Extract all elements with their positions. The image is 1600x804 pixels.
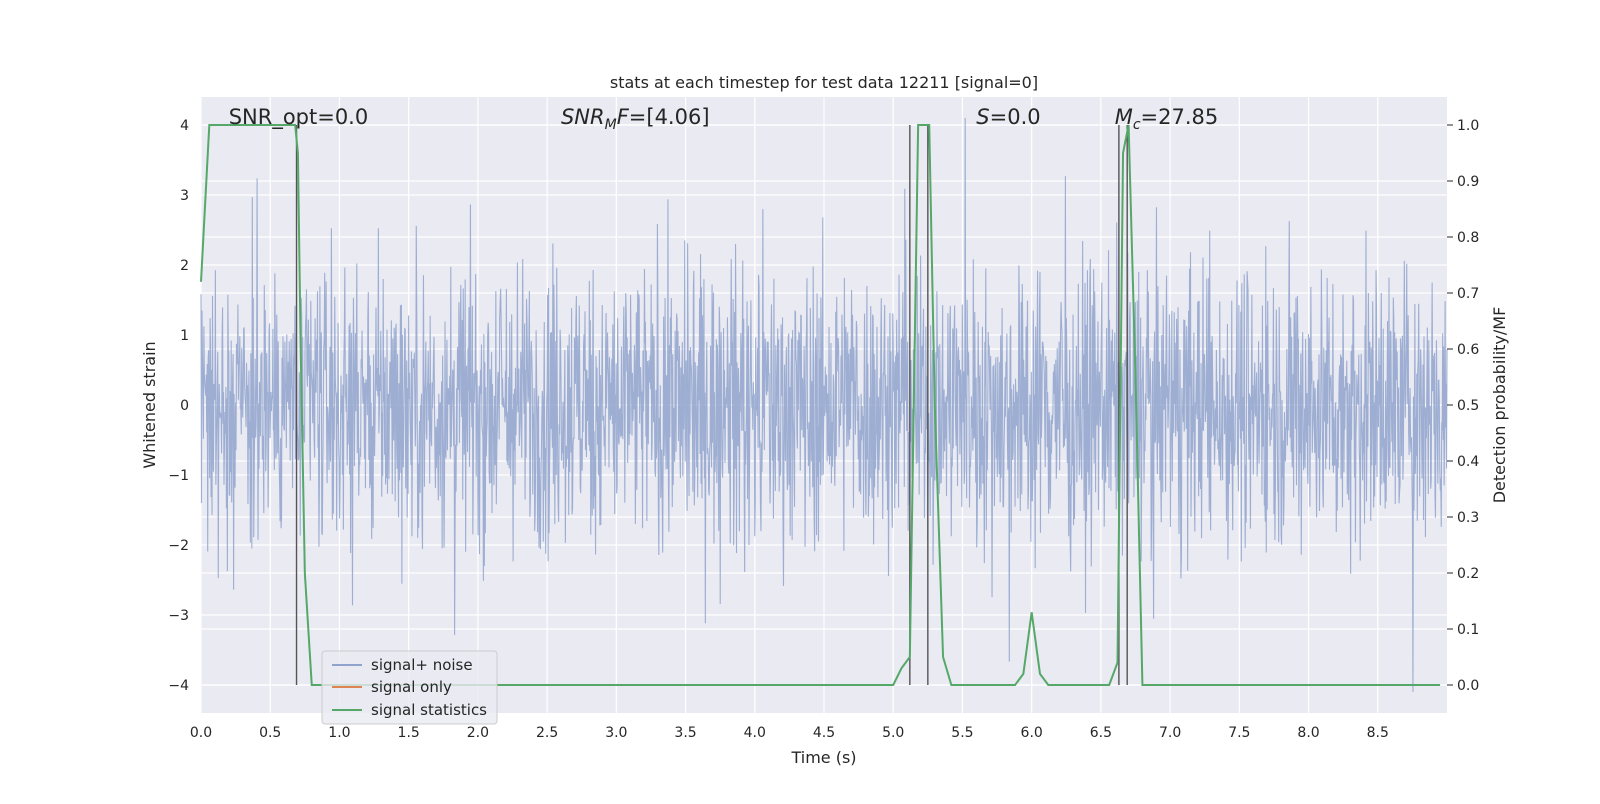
legend: signal+ noise signal only signal statist… — [321, 650, 498, 725]
x-axis-label: Time (s) — [790, 748, 856, 767]
x-tick-label: 7.5 — [1228, 725, 1250, 741]
signal-noise-series — [200, 117, 1448, 693]
y-axis-label-left: Whitened strain — [140, 341, 159, 468]
x-tick-label: 3.0 — [605, 725, 627, 741]
y-tick-label-left: 3 — [180, 188, 189, 204]
x-tick-label: 5.0 — [882, 725, 904, 741]
y-tick-label-left: 4 — [180, 118, 189, 134]
annotation-mc-sub: c — [1133, 117, 1141, 133]
x-tick-labels: 0.0 0.5 1.0 1.5 2.0 2.5 3.0 3.5 4.0 4.5 5.0 5.5 6.0 6… — [190, 725, 1389, 741]
y-tick-label-left: 1 — [180, 328, 189, 344]
y-tick-label-right: 0.4 — [1457, 454, 1479, 470]
y-tick-label-right: 0.9 — [1457, 174, 1479, 190]
x-tick-label: 6.0 — [1021, 725, 1043, 741]
legend-label-signal-statistics: signal statistics — [371, 701, 487, 719]
legend-label-signal-only: signal only — [371, 678, 452, 696]
y-tick-label-right: 1.0 — [1457, 118, 1479, 134]
signal-noise-line — [200, 117, 1448, 693]
x-tick-label: 1.5 — [398, 725, 420, 741]
legend-label-signal-noise: signal+ noise — [371, 656, 473, 674]
x-tick-label: 0.5 — [259, 725, 281, 741]
annotations: SNR_opt=0.0 SNRMF=[4.06] S=0.0 Mc=27.85 — [229, 105, 1219, 133]
annotation-s-value: =0.0 — [990, 105, 1041, 129]
chart-title: stats at each timestep for test data 122… — [610, 73, 1038, 92]
signal-statistics-line — [200, 124, 1441, 686]
x-tick-label: 8.0 — [1297, 725, 1319, 741]
y-tick-labels-right: 1.0 0.9 0.8 0.7 0.6 0.5 0.4 0.3 0.2 0.1 0.0 — [1447, 118, 1479, 694]
x-tick-label: 7.0 — [1159, 725, 1181, 741]
annotation-mc-symbol: M — [1115, 105, 1133, 129]
signal-statistics-series — [200, 124, 1441, 686]
y-tick-label-right: 0.0 — [1457, 678, 1479, 694]
y-tick-label-left: −4 — [168, 678, 189, 694]
x-tick-label: 6.5 — [1090, 725, 1112, 741]
y-tick-label-left: 2 — [180, 258, 189, 274]
y-tick-label-left: −2 — [168, 538, 189, 554]
x-tick-label: 4.0 — [744, 725, 766, 741]
annotation-snr-mf-value: =[4.06] — [629, 105, 710, 129]
y-tick-label-right: 0.2 — [1457, 566, 1479, 582]
x-tick-label: 5.5 — [951, 725, 973, 741]
y-tick-label-right: 0.5 — [1457, 398, 1479, 414]
legend-box — [321, 650, 498, 725]
annotation-mc: Mc=27.85 — [1115, 105, 1219, 133]
annotation-s: S=0.0 — [976, 105, 1040, 129]
y-tick-label-right: 0.8 — [1457, 230, 1479, 246]
annotation-snr-mf: SNRMF=[4.06] — [561, 105, 710, 133]
x-tick-label: 1.0 — [328, 725, 350, 741]
annotation-s-symbol: S — [976, 105, 989, 129]
y-tick-label-right: 0.6 — [1457, 342, 1479, 358]
y-tick-label-left: −3 — [168, 608, 189, 624]
x-tick-label: 2.5 — [536, 725, 558, 741]
x-tick-label: 0.0 — [190, 725, 212, 741]
x-tick-label: 3.5 — [674, 725, 696, 741]
y-tick-label-left: 0 — [180, 398, 189, 414]
y-tick-label-right: 0.1 — [1457, 622, 1479, 638]
annotation-snr-opt: SNR_opt=0.0 — [229, 105, 369, 130]
annotation-snr-mf-f: F — [617, 105, 630, 129]
x-tick-label: 8.5 — [1367, 725, 1389, 741]
annotation-snr-mf-base: SNR — [561, 105, 605, 129]
y-axis-label-right: Detection probability/MF — [1490, 307, 1509, 504]
x-tick-label: 4.5 — [813, 725, 835, 741]
y-tick-label-right: 0.7 — [1457, 286, 1479, 302]
annotation-mc-value: =27.85 — [1141, 105, 1219, 129]
y-tick-label-right: 0.3 — [1457, 510, 1479, 526]
annotation-snr-mf-sub: M — [605, 117, 617, 133]
y-tick-labels-left: 4 3 2 1 0 −1 −2 −3 −4 — [168, 118, 189, 694]
y-tick-label-left: −1 — [168, 468, 189, 484]
x-tick-label: 2.0 — [467, 725, 489, 741]
